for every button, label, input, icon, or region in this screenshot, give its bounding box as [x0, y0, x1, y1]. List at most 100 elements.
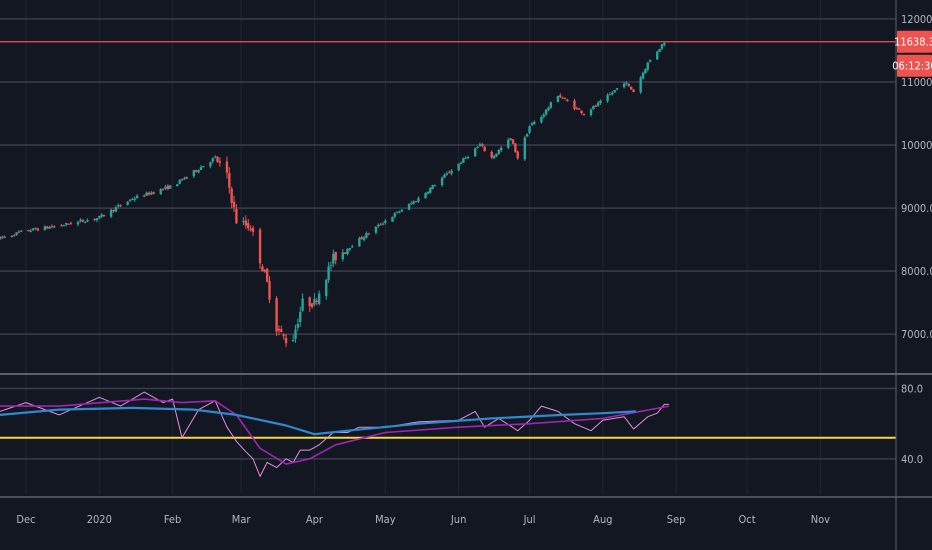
candle-body	[566, 99, 569, 102]
candle-body	[365, 233, 368, 238]
candle-body	[159, 188, 162, 195]
candle-body	[381, 223, 385, 225]
candle-body	[613, 89, 616, 93]
candle-body	[62, 225, 66, 227]
candle-body	[161, 188, 165, 190]
candle-body	[64, 222, 68, 225]
price-tick-label: 9000.0	[901, 202, 932, 215]
candle-body	[178, 179, 181, 184]
candle-body	[20, 230, 23, 232]
time-tick-label: Oct	[739, 513, 756, 526]
candle-body	[606, 95, 609, 102]
candle-body	[362, 237, 366, 240]
time-tick-label: Jun	[450, 513, 466, 526]
candle-body	[86, 219, 89, 222]
candle-body	[310, 303, 314, 308]
candle-body	[128, 199, 132, 201]
candle-body	[563, 98, 567, 100]
candle-body	[367, 233, 371, 235]
candle-body	[291, 339, 295, 342]
candle-body	[150, 192, 153, 195]
candle-body	[384, 220, 387, 223]
candle-body	[147, 192, 151, 195]
candle-body	[582, 114, 586, 116]
time-tick-label: Mar	[232, 513, 252, 526]
candle-body	[199, 167, 203, 171]
candle-body	[109, 209, 113, 217]
candle-body	[514, 143, 517, 153]
candle-body	[169, 185, 172, 189]
candle-body	[530, 123, 534, 126]
candle-body	[76, 221, 80, 225]
candle-body	[398, 211, 401, 213]
candle-body	[119, 204, 122, 206]
candle-body	[481, 143, 484, 147]
candle-body	[43, 226, 47, 231]
candle-body	[450, 170, 453, 174]
candle-body	[180, 179, 184, 181]
candle-body	[48, 227, 51, 229]
candle-body	[263, 270, 266, 272]
candle-body	[507, 139, 510, 148]
candle-body	[282, 334, 285, 337]
candle-body	[351, 246, 354, 248]
candle-body	[268, 280, 271, 300]
candle-body	[578, 108, 581, 110]
candle-body	[152, 192, 155, 194]
oscillator-tick-label: 40.0	[901, 453, 923, 466]
candle-body	[549, 102, 553, 108]
candle-body	[542, 114, 545, 117]
candle-body	[100, 214, 103, 217]
candle-body	[126, 201, 129, 205]
candle-body	[341, 252, 344, 260]
candle-body	[294, 329, 297, 339]
candle-body	[656, 51, 659, 60]
candle-body	[660, 44, 664, 49]
candle-body	[374, 226, 378, 233]
candle-body	[622, 83, 626, 88]
candle-body	[426, 192, 430, 194]
time-tick-label: May	[375, 513, 396, 526]
candle-body	[417, 198, 420, 202]
candle-body	[69, 223, 73, 225]
candle-body	[53, 226, 56, 228]
candle-body	[164, 186, 167, 189]
candle-body	[424, 193, 427, 199]
candle-body	[332, 253, 335, 264]
candle-body	[608, 94, 612, 96]
candle-body	[117, 205, 120, 207]
candle-body	[244, 220, 248, 226]
candle-body	[133, 198, 136, 200]
candle-body	[523, 137, 527, 160]
axis-labels: 7000.0 8000.0 9000.0 10000.0 11000.0 12000.0 4…	[16, 13, 932, 526]
candle-body	[284, 337, 288, 344]
candle-body	[459, 162, 463, 164]
candle-body	[511, 139, 515, 144]
candle-body	[447, 172, 451, 174]
candle-body	[83, 222, 87, 224]
candle-body	[308, 297, 311, 307]
candle-body	[46, 226, 49, 229]
candle-body	[412, 201, 415, 204]
candle-body	[443, 174, 446, 178]
candle-body	[277, 328, 281, 331]
candle-body	[235, 209, 238, 224]
time-tick-label: Aug	[593, 513, 612, 526]
time-tick-label: Sep	[667, 513, 686, 526]
candle-body	[183, 178, 186, 180]
candle-body	[525, 133, 529, 137]
candle-body	[499, 147, 503, 151]
candle-body	[3, 236, 6, 238]
candle-body	[592, 105, 595, 110]
candle-body	[242, 220, 245, 222]
candle-body	[27, 230, 30, 232]
candle-body	[15, 232, 18, 235]
candle-body	[209, 162, 212, 167]
candle-body	[10, 235, 14, 237]
time-tick-label: Apr	[306, 513, 324, 526]
candle-body	[544, 109, 548, 115]
candle-body	[102, 215, 106, 217]
candle-body	[599, 100, 602, 104]
